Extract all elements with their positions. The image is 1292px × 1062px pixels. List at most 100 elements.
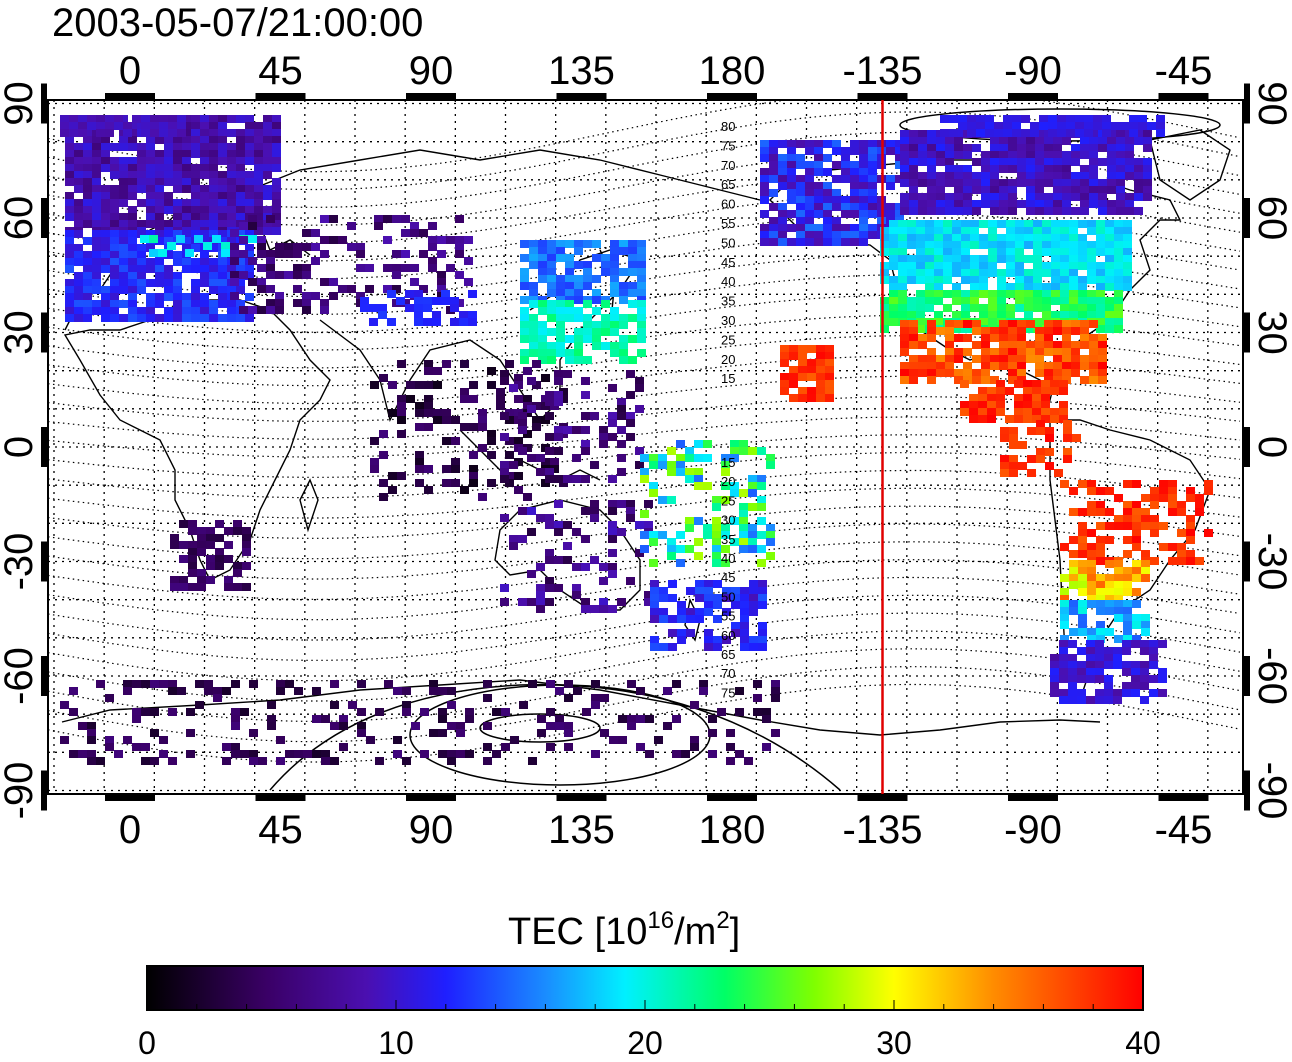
- tec-pixel: [757, 559, 766, 567]
- tec-pixel: [927, 165, 936, 173]
- tec-pixel: [197, 541, 206, 549]
- tec-pixel: [945, 200, 954, 208]
- tec-pixel: [749, 601, 758, 609]
- tec-pixel: [87, 757, 96, 765]
- tec-pixel: [1059, 668, 1068, 676]
- tec-pixel: [357, 722, 366, 730]
- tec-pixel: [574, 349, 583, 357]
- tec-pixel: [1044, 193, 1053, 201]
- tec-pixel: [65, 136, 74, 144]
- tec-pixel: [186, 750, 195, 758]
- tec-pixel: [805, 224, 814, 232]
- tec-pixel: [1018, 441, 1027, 449]
- tec-pixel: [392, 250, 401, 258]
- tec-pixel: [1017, 341, 1026, 349]
- tec-pixel: [254, 206, 263, 214]
- tec-pixel: [294, 687, 303, 695]
- tec-pixel: [997, 269, 1006, 277]
- tec-pixel: [954, 144, 963, 152]
- tec-pixel: [141, 122, 150, 130]
- tec-pixel: [850, 210, 859, 218]
- tec-pixel: [415, 409, 424, 417]
- tec-pixel: [101, 185, 110, 193]
- tec-pixel: [739, 538, 748, 546]
- tec-pixel: [695, 615, 704, 623]
- tec-pixel: [712, 552, 721, 560]
- tec-pixel: [960, 380, 969, 388]
- tec-pixel: [1129, 122, 1138, 130]
- tec-pixel: [1060, 241, 1069, 249]
- tec-pixel: [388, 381, 397, 389]
- tec-pixel: [74, 307, 83, 315]
- tec-pixel: [694, 517, 703, 525]
- tec-pixel: [1087, 241, 1096, 249]
- tec-pixel: [695, 580, 704, 588]
- tec-pixel: [1123, 635, 1132, 643]
- tec-pixel: [215, 520, 224, 528]
- tec-pixel: [505, 472, 514, 480]
- tec-pixel: [1131, 682, 1140, 690]
- contour-label-north: 40: [721, 274, 735, 289]
- tec-pixel: [967, 129, 976, 137]
- tec-pixel: [1087, 248, 1096, 256]
- tec-pixel: [1050, 668, 1059, 676]
- tec-pixel: [1089, 130, 1098, 138]
- tec-pixel: [726, 757, 735, 765]
- x-axis-labels-top: 0 45 90 135 180 -135 -90 -45: [119, 49, 1213, 93]
- tec-pixel: [146, 150, 155, 158]
- tec-pixel: [182, 213, 191, 221]
- tec-pixel: [1048, 122, 1057, 130]
- tec-pixel: [74, 300, 83, 308]
- tec-pixel: [626, 370, 635, 378]
- tec-pixel: [1096, 311, 1105, 319]
- tec-pixel: [215, 555, 224, 563]
- tec-pixel: [128, 171, 137, 179]
- tec-pixel: [581, 440, 590, 448]
- tec-pixel: [128, 213, 137, 221]
- tec-pixel: [1062, 341, 1071, 349]
- tec-pixel: [1006, 234, 1015, 242]
- tec-pixel: [1096, 234, 1105, 242]
- tec-pixel: [1078, 283, 1087, 291]
- tec-pixel: [105, 736, 114, 744]
- tec-pixel: [1096, 248, 1105, 256]
- tec-pixel: [1033, 227, 1042, 235]
- tec-pixel: [1089, 193, 1098, 201]
- tec-pixel: [1060, 269, 1069, 277]
- tec-pixel: [1000, 469, 1009, 477]
- tec-pixel: [1015, 234, 1024, 242]
- tec-pixel: [249, 757, 258, 765]
- tec-pixel: [245, 272, 254, 280]
- tec-pixel: [889, 304, 898, 312]
- tec-pixel: [859, 231, 868, 239]
- tec-pixel: [254, 164, 263, 172]
- tec-pixel: [478, 409, 487, 417]
- tec-pixel: [1062, 172, 1071, 180]
- tec-pixel: [83, 171, 92, 179]
- tec-pixel: [637, 275, 646, 283]
- tec-pixel: [981, 362, 990, 370]
- tec-pixel: [712, 503, 721, 511]
- tec-pixel: [1006, 220, 1015, 228]
- tec-pixel: [659, 594, 668, 602]
- tec-pixel: [990, 355, 999, 363]
- tec-pixel: [668, 594, 677, 602]
- tec-pixel: [556, 342, 565, 350]
- tec-pixel: [92, 251, 101, 259]
- tec-pixel: [254, 143, 263, 151]
- tec-pixel: [601, 321, 610, 329]
- tec-pixel: [640, 545, 649, 553]
- tec-pixel: [339, 743, 348, 751]
- tec-pixel: [1060, 311, 1069, 319]
- tec-pixel: [150, 680, 159, 688]
- tec-pixel: [538, 328, 547, 336]
- tec-pixel: [762, 715, 771, 723]
- tec-pixel: [789, 380, 798, 388]
- tec-pixel: [1096, 297, 1105, 305]
- tec-pixel: [807, 345, 816, 353]
- tec-pixel: [637, 240, 646, 248]
- tec-pixel: [392, 285, 401, 293]
- tec-pixel: [1168, 508, 1177, 516]
- tec-pixel: [415, 381, 424, 389]
- tec-pixel: [137, 307, 146, 315]
